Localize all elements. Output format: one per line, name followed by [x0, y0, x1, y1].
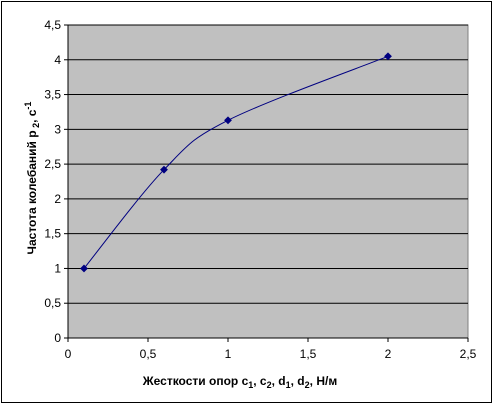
- x-tick-label: 0: [65, 347, 72, 361]
- x-tick-label: 2,5: [460, 347, 477, 361]
- y-tick-label: 2,5: [44, 157, 61, 171]
- y-tick-label: 0,5: [44, 296, 61, 310]
- plot-area: [67, 24, 469, 339]
- y-axis: 0 0,5 1 1,5 2 2,5 3 3,5 4 4,5: [44, 18, 69, 345]
- data-point-marker: [384, 52, 392, 61]
- y-tick-label: 4: [54, 53, 61, 67]
- data-point-marker: [224, 116, 232, 125]
- x-tick-label: 0,5: [140, 347, 157, 361]
- data-point-marker: [160, 165, 168, 174]
- series-group: [80, 52, 392, 273]
- y-tick-label: 1: [54, 261, 61, 275]
- x-tick-label: 2: [385, 347, 392, 361]
- x-tick-label: 1,5: [300, 347, 317, 361]
- y-tick-label: 1,5: [44, 227, 61, 241]
- data-point-marker: [80, 264, 88, 273]
- x-axis: 0 0,5 1 1,5 2 2,5: [65, 337, 477, 361]
- y-tick-label: 2: [54, 192, 61, 206]
- x-tick-label: 1: [225, 347, 232, 361]
- x-axis-title: Жесткости опор c1, c2, d1, d2, Н/м: [142, 374, 338, 390]
- y-axis-title: Частота колебаний p 2, c-1: [23, 102, 41, 255]
- gridlines: [68, 24, 468, 304]
- y-tick-label: 3: [54, 122, 61, 136]
- y-tick-label: 3,5: [44, 88, 61, 102]
- y-tick-label: 4,5: [44, 18, 61, 32]
- series-line: [83, 55, 389, 269]
- y-tick-label: 0: [54, 331, 61, 345]
